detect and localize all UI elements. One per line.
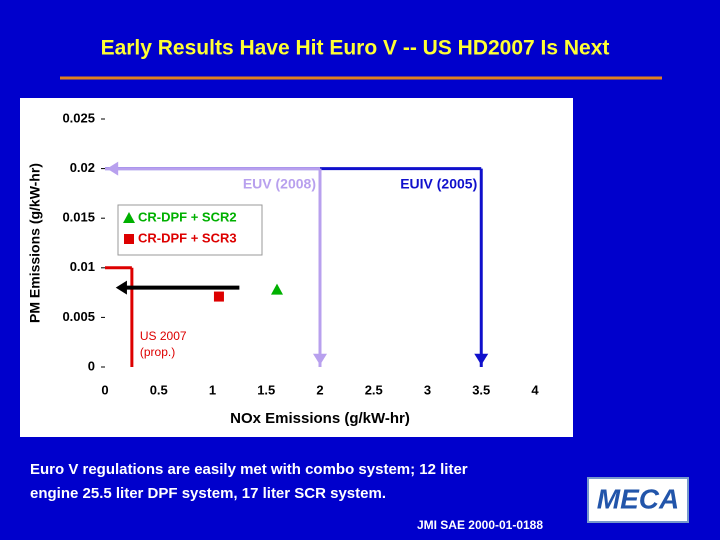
- logo-box: [587, 477, 689, 523]
- source: JMI SAE 2000-01-0188: [417, 518, 543, 532]
- limit-label: US 2007: [140, 329, 187, 343]
- limit-label: EUIV (2005): [400, 175, 477, 191]
- y-tick-label: 0.02: [70, 160, 95, 175]
- footer-line: Euro V regulations are easily met with c…: [30, 461, 468, 478]
- x-tick-label: 4: [531, 382, 539, 397]
- data-point: [271, 283, 283, 295]
- footer-line: engine 25.5 liter DPF system, 17 liter S…: [30, 485, 386, 502]
- logo: MECA: [597, 483, 679, 514]
- y-tick-label: 0.015: [62, 210, 95, 225]
- slide-title: Early Results Have Hit Euro V -- US HD20…: [101, 37, 610, 60]
- data-point: [213, 291, 224, 302]
- x-tick-label: 1.5: [257, 382, 275, 397]
- x-tick-label: 0: [101, 382, 108, 397]
- legend-marker: [123, 212, 135, 223]
- x-tick-label: 2.5: [365, 382, 383, 397]
- x-tick-label: 1: [209, 382, 216, 397]
- x-axis-label: NOx Emissions (g/kW-hr): [230, 410, 410, 427]
- y-tick-label: 0.01: [70, 259, 95, 274]
- arrowhead: [115, 280, 127, 295]
- legend-label: CR-DPF + SCR2: [138, 209, 237, 224]
- legend: [117, 204, 263, 256]
- x-tick-label: 3: [424, 382, 431, 397]
- arrowhead: [107, 161, 119, 176]
- limit-label: EUV (2008): [243, 175, 316, 191]
- y-axis-label: PM Emissions (g/kW-hr): [27, 163, 43, 323]
- legend-label: CR-DPF + SCR3: [138, 230, 237, 245]
- x-tick-label: 2: [316, 382, 323, 397]
- arrowhead: [313, 353, 327, 365]
- y-tick-label: 0: [88, 358, 95, 373]
- x-tick-label: 3.5: [472, 382, 490, 397]
- legend-marker: [124, 234, 134, 244]
- x-tick-label: 0.5: [150, 382, 168, 397]
- arrowhead: [474, 353, 489, 365]
- y-tick-label: 0.005: [62, 309, 95, 324]
- limit-label: (prop.): [140, 345, 175, 359]
- y-tick-label: 0.025: [62, 110, 95, 125]
